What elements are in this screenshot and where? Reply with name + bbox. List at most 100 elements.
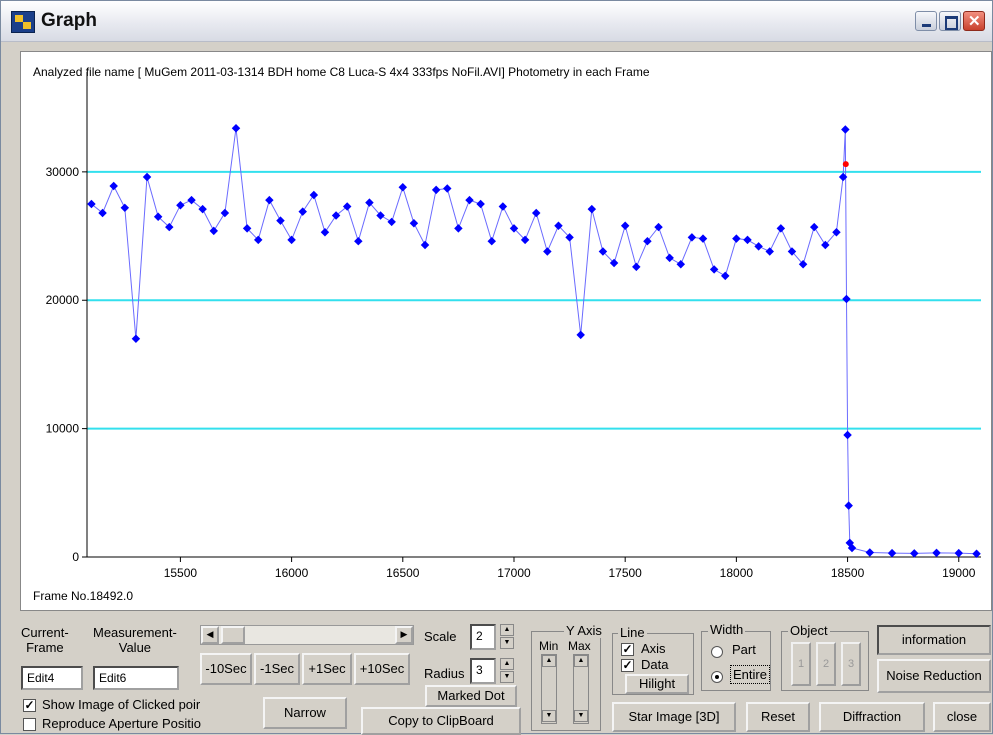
scroll-right-icon[interactable]: ▶ — [395, 626, 413, 644]
width-group-title: Width — [708, 622, 746, 637]
data-point — [665, 253, 674, 263]
plot-header: Analyzed file name [ MuGem 2011-03-1314 … — [33, 65, 650, 79]
photometry-chart[interactable]: 0 10000 20000 30000 15500 16000 16500 17000 1750… — [21, 52, 991, 610]
y-min-slider[interactable] — [541, 654, 557, 724]
noise-reduction-button[interactable]: Noise Reduction — [877, 659, 991, 693]
data-point — [376, 211, 385, 220]
data-point — [287, 235, 296, 245]
scale-up-icon[interactable]: ▲ — [500, 624, 514, 636]
show-image-label: Show Image of Clicked poir — [42, 697, 201, 712]
scale-field[interactable]: 2 — [470, 624, 496, 650]
reproduce-aperture-checkbox[interactable] — [23, 718, 36, 731]
minus-1sec-button[interactable]: -1Sec — [254, 653, 300, 685]
data-point — [798, 260, 808, 269]
data-point — [265, 195, 274, 205]
data-point — [176, 201, 185, 210]
minimize-icon[interactable] — [915, 11, 937, 31]
radius-up-icon[interactable]: ▲ — [500, 658, 514, 670]
narrow-button[interactable]: Narrow — [263, 697, 347, 729]
data-point — [298, 207, 307, 216]
data-point — [709, 265, 719, 274]
data-point — [954, 548, 964, 558]
y-max-slider[interactable] — [573, 654, 589, 724]
data-point — [576, 330, 585, 340]
measurement-value-label: Measurement- Value — [93, 625, 177, 655]
data-point — [387, 217, 396, 227]
data-point — [331, 211, 341, 220]
width-entire-radio[interactable] — [711, 671, 723, 683]
object-3-button[interactable]: 3 — [841, 642, 861, 686]
x-tick-label: 17500 — [608, 566, 642, 580]
data-point — [465, 195, 474, 205]
data-point — [509, 224, 519, 233]
width-part-radio[interactable] — [711, 646, 723, 658]
data-point — [431, 185, 441, 195]
title-bar[interactable]: Graph — [1, 1, 992, 42]
y-min-up-icon[interactable]: ▲ — [542, 655, 556, 667]
x-tick-label: 18500 — [831, 566, 865, 580]
frame-scrollbar[interactable]: ◀ ▶ — [200, 625, 414, 645]
marked-dot-button[interactable]: Marked Dot — [425, 685, 517, 707]
data-point — [841, 125, 850, 134]
y-min-down-icon[interactable]: ▼ — [542, 710, 556, 722]
data-point — [721, 271, 730, 281]
radius-down-icon[interactable]: ▼ — [500, 671, 514, 683]
x-tick-label: 17000 — [497, 566, 531, 580]
data-point — [531, 208, 541, 218]
data-series-line — [91, 128, 977, 555]
information-button[interactable]: information — [877, 625, 991, 655]
hilight-button[interactable]: Hilight — [625, 674, 689, 694]
reset-button[interactable]: Reset — [746, 702, 810, 732]
data-point — [443, 184, 452, 193]
y-axis-group-title: Y Axis — [564, 623, 604, 638]
y-max-up-icon[interactable]: ▲ — [574, 655, 588, 667]
scroll-thumb[interactable] — [221, 626, 245, 644]
data-point — [765, 247, 774, 256]
line-axis-checkbox[interactable]: ✓ — [621, 642, 634, 656]
data-point — [131, 334, 141, 343]
data-point — [487, 236, 496, 246]
data-point — [587, 204, 597, 214]
plus-10sec-button[interactable]: +10Sec — [354, 653, 410, 685]
data-point — [398, 183, 408, 192]
current-frame-field[interactable]: Edit4 — [21, 666, 83, 690]
line-axis-label: Axis — [641, 641, 666, 656]
object-2-button[interactable]: 2 — [816, 642, 836, 686]
y-tick-label: 30000 — [46, 165, 80, 179]
line-data-label: Data — [641, 657, 669, 672]
data-point — [676, 260, 686, 269]
object-group-title: Object — [788, 623, 830, 638]
close-button[interactable]: close — [933, 702, 991, 732]
plot-area[interactable]: Analyzed file name [ MuGem 2011-03-1314 … — [20, 51, 992, 611]
data-point — [242, 224, 252, 233]
minus-10sec-button[interactable]: -10Sec — [200, 653, 252, 685]
measurement-value-field[interactable]: Edit6 — [93, 666, 179, 690]
object-1-button[interactable]: 1 — [791, 642, 811, 686]
line-data-checkbox[interactable]: ✓ — [621, 658, 634, 672]
data-point — [754, 242, 763, 251]
plus-1sec-button[interactable]: +1Sec — [302, 653, 352, 685]
reproduce-aperture-label: Reproduce Aperture Positio — [42, 716, 201, 731]
show-image-checkbox[interactable]: ✓ — [23, 698, 36, 712]
radius-field[interactable]: 3 — [470, 658, 496, 684]
maximize-icon[interactable] — [939, 11, 961, 31]
frame-number-label: Frame No.18492.0 — [33, 589, 134, 603]
data-point — [209, 226, 219, 236]
copy-clipboard-button[interactable]: Copy to ClipBoard — [361, 707, 521, 735]
data-point — [643, 236, 652, 246]
data-point — [142, 172, 152, 182]
data-point — [87, 199, 96, 209]
data-point — [198, 204, 207, 214]
data-point — [342, 202, 352, 211]
scroll-left-icon[interactable]: ◀ — [201, 626, 219, 644]
close-icon[interactable] — [963, 11, 985, 31]
scale-down-icon[interactable]: ▼ — [500, 637, 514, 649]
data-point — [153, 212, 163, 222]
star-image-3d-button[interactable]: Star Image [3D] — [612, 702, 736, 732]
data-point — [276, 216, 285, 225]
y-max-down-icon[interactable]: ▼ — [574, 710, 588, 722]
line-group-title: Line — [618, 625, 647, 640]
data-point — [354, 236, 363, 246]
diffraction-button[interactable]: Diffraction — [819, 702, 925, 732]
